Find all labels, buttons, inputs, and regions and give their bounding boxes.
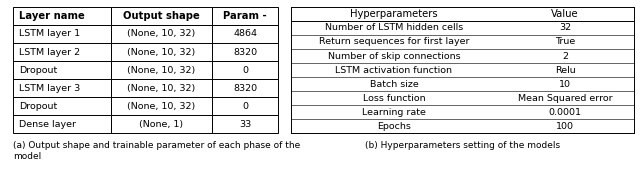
- Text: Relu: Relu: [555, 66, 575, 75]
- Text: Batch size: Batch size: [369, 80, 419, 89]
- Bar: [111, 115, 212, 133]
- Text: (None, 1): (None, 1): [140, 120, 184, 129]
- Text: 100: 100: [556, 122, 574, 131]
- Text: 10: 10: [559, 80, 571, 89]
- Text: LSTM layer 2: LSTM layer 2: [19, 48, 81, 57]
- Text: Loss function: Loss function: [363, 94, 425, 103]
- Bar: [111, 97, 212, 115]
- Text: (None, 10, 32): (None, 10, 32): [127, 29, 196, 38]
- Text: Return sequences for first layer: Return sequences for first layer: [319, 37, 469, 47]
- Text: True: True: [555, 37, 575, 47]
- Bar: [111, 79, 212, 97]
- Bar: [212, 43, 278, 61]
- Text: Number of LSTM hidden cells: Number of LSTM hidden cells: [324, 23, 463, 32]
- Text: (None, 10, 32): (None, 10, 32): [127, 102, 196, 111]
- Text: Epochs: Epochs: [377, 122, 411, 131]
- Text: Param -: Param -: [223, 11, 267, 21]
- Text: 4864: 4864: [233, 29, 257, 38]
- Bar: [13, 61, 111, 79]
- Bar: [111, 43, 212, 61]
- Text: 8320: 8320: [233, 48, 257, 57]
- Bar: [13, 115, 111, 133]
- Text: LSTM layer 3: LSTM layer 3: [19, 84, 81, 93]
- Text: Layer name: Layer name: [19, 11, 85, 21]
- Text: Output shape: Output shape: [123, 11, 200, 21]
- Bar: [13, 25, 111, 43]
- Text: Dense layer: Dense layer: [19, 120, 76, 129]
- Text: LSTM layer 1: LSTM layer 1: [19, 29, 81, 38]
- Text: (b) Hyperparameters setting of the models: (b) Hyperparameters setting of the model…: [365, 141, 560, 150]
- Bar: [212, 115, 278, 133]
- Text: (a) Output shape and trainable parameter of each phase of the
model: (a) Output shape and trainable parameter…: [13, 141, 300, 161]
- Text: Value: Value: [551, 9, 579, 19]
- Text: (None, 10, 32): (None, 10, 32): [127, 66, 196, 75]
- Text: Learning rate: Learning rate: [362, 108, 426, 117]
- Bar: [212, 61, 278, 79]
- Text: 0: 0: [242, 102, 248, 111]
- Bar: [13, 7, 111, 25]
- Bar: [13, 79, 111, 97]
- Text: Dropout: Dropout: [19, 66, 58, 75]
- Bar: [212, 7, 278, 25]
- Bar: [212, 25, 278, 43]
- Bar: [13, 43, 111, 61]
- Text: 2: 2: [562, 51, 568, 61]
- Text: 0: 0: [242, 66, 248, 75]
- Text: (None, 10, 32): (None, 10, 32): [127, 48, 196, 57]
- Text: 8320: 8320: [233, 84, 257, 93]
- Bar: [212, 97, 278, 115]
- Text: 33: 33: [239, 120, 252, 129]
- Bar: [212, 79, 278, 97]
- Bar: [13, 97, 111, 115]
- Text: Dropout: Dropout: [19, 102, 58, 111]
- Text: (None, 10, 32): (None, 10, 32): [127, 84, 196, 93]
- Text: LSTM activation function: LSTM activation function: [335, 66, 452, 75]
- Text: Number of skip connections: Number of skip connections: [328, 51, 460, 61]
- Bar: [111, 25, 212, 43]
- Text: Hyperparameters: Hyperparameters: [350, 9, 438, 19]
- Text: 0.0001: 0.0001: [548, 108, 582, 117]
- Text: Mean Squared error: Mean Squared error: [518, 94, 612, 103]
- Bar: [111, 61, 212, 79]
- Bar: [111, 7, 212, 25]
- Text: 32: 32: [559, 23, 571, 32]
